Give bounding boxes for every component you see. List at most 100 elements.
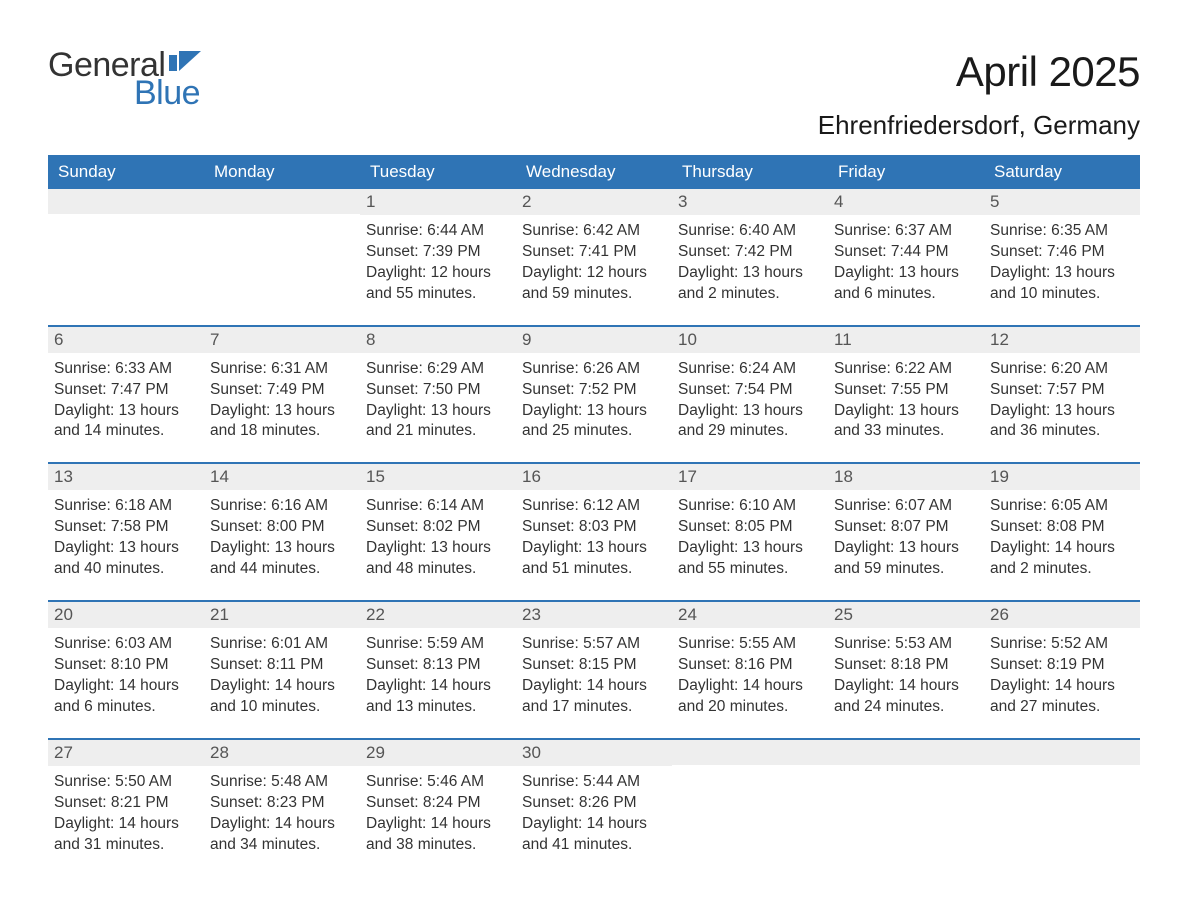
sunset-line: Sunset: 7:49 PM — [210, 380, 354, 401]
daylight-line: Daylight: 13 hours and 14 minutes. — [54, 401, 198, 443]
day-details: Sunrise: 6:22 AMSunset: 7:55 PMDaylight:… — [828, 353, 984, 443]
day-cell: 30Sunrise: 5:44 AMSunset: 8:26 PMDayligh… — [516, 740, 672, 876]
weekday-header: Tuesday — [360, 155, 516, 189]
sunrise-line: Sunrise: 5:48 AM — [210, 772, 354, 793]
daylight-line: Daylight: 13 hours and 33 minutes. — [834, 401, 978, 443]
daylight-line: Daylight: 14 hours and 17 minutes. — [522, 676, 666, 718]
day-number: 28 — [204, 740, 360, 766]
sunrise-line: Sunrise: 6:44 AM — [366, 221, 510, 242]
day-details: Sunrise: 5:52 AMSunset: 8:19 PMDaylight:… — [984, 628, 1140, 718]
sunset-line: Sunset: 7:52 PM — [522, 380, 666, 401]
day-cell: 27Sunrise: 5:50 AMSunset: 8:21 PMDayligh… — [48, 740, 204, 876]
day-number: 3 — [672, 189, 828, 215]
daylight-line: Daylight: 13 hours and 51 minutes. — [522, 538, 666, 580]
day-cell: 3Sunrise: 6:40 AMSunset: 7:42 PMDaylight… — [672, 189, 828, 325]
location: Ehrenfriedersdorf, Germany — [818, 110, 1140, 141]
day-cell: 15Sunrise: 6:14 AMSunset: 8:02 PMDayligh… — [360, 464, 516, 600]
sunrise-line: Sunrise: 6:05 AM — [990, 496, 1134, 517]
daylight-line: Daylight: 12 hours and 59 minutes. — [522, 263, 666, 305]
sunrise-line: Sunrise: 5:50 AM — [54, 772, 198, 793]
sunrise-line: Sunrise: 6:18 AM — [54, 496, 198, 517]
day-number: 22 — [360, 602, 516, 628]
daylight-line: Daylight: 13 hours and 21 minutes. — [366, 401, 510, 443]
daylight-line: Daylight: 14 hours and 34 minutes. — [210, 814, 354, 856]
day-cell — [984, 740, 1140, 876]
week-row: 20Sunrise: 6:03 AMSunset: 8:10 PMDayligh… — [48, 600, 1140, 738]
day-number: 17 — [672, 464, 828, 490]
day-details: Sunrise: 6:29 AMSunset: 7:50 PMDaylight:… — [360, 353, 516, 443]
day-details: Sunrise: 6:35 AMSunset: 7:46 PMDaylight:… — [984, 215, 1140, 305]
day-number: 7 — [204, 327, 360, 353]
day-details: Sunrise: 6:33 AMSunset: 7:47 PMDaylight:… — [48, 353, 204, 443]
day-cell: 23Sunrise: 5:57 AMSunset: 8:15 PMDayligh… — [516, 602, 672, 738]
daylight-line: Daylight: 13 hours and 10 minutes. — [990, 263, 1134, 305]
day-cell: 13Sunrise: 6:18 AMSunset: 7:58 PMDayligh… — [48, 464, 204, 600]
sunrise-line: Sunrise: 6:07 AM — [834, 496, 978, 517]
day-number: 8 — [360, 327, 516, 353]
day-cell: 7Sunrise: 6:31 AMSunset: 7:49 PMDaylight… — [204, 327, 360, 463]
sunset-line: Sunset: 8:13 PM — [366, 655, 510, 676]
sunrise-line: Sunrise: 5:52 AM — [990, 634, 1134, 655]
sunrise-line: Sunrise: 5:55 AM — [678, 634, 822, 655]
week-row: 1Sunrise: 6:44 AMSunset: 7:39 PMDaylight… — [48, 189, 1140, 325]
day-cell: 19Sunrise: 6:05 AMSunset: 8:08 PMDayligh… — [984, 464, 1140, 600]
day-details: Sunrise: 5:44 AMSunset: 8:26 PMDaylight:… — [516, 766, 672, 856]
day-cell: 10Sunrise: 6:24 AMSunset: 7:54 PMDayligh… — [672, 327, 828, 463]
sunset-line: Sunset: 8:00 PM — [210, 517, 354, 538]
weekday-header: Wednesday — [516, 155, 672, 189]
day-number — [672, 740, 828, 765]
title-block: April 2025 Ehrenfriedersdorf, Germany — [818, 48, 1140, 141]
day-number — [48, 189, 204, 214]
day-number: 11 — [828, 327, 984, 353]
day-number: 12 — [984, 327, 1140, 353]
day-details: Sunrise: 6:37 AMSunset: 7:44 PMDaylight:… — [828, 215, 984, 305]
sunrise-line: Sunrise: 6:12 AM — [522, 496, 666, 517]
sunrise-line: Sunrise: 6:37 AM — [834, 221, 978, 242]
sunset-line: Sunset: 7:55 PM — [834, 380, 978, 401]
sunrise-line: Sunrise: 5:46 AM — [366, 772, 510, 793]
sunset-line: Sunset: 8:26 PM — [522, 793, 666, 814]
day-cell: 21Sunrise: 6:01 AMSunset: 8:11 PMDayligh… — [204, 602, 360, 738]
sunrise-line: Sunrise: 6:35 AM — [990, 221, 1134, 242]
weekday-header: Friday — [828, 155, 984, 189]
sunset-line: Sunset: 8:07 PM — [834, 517, 978, 538]
day-number: 27 — [48, 740, 204, 766]
sunset-line: Sunset: 7:42 PM — [678, 242, 822, 263]
day-details: Sunrise: 6:24 AMSunset: 7:54 PMDaylight:… — [672, 353, 828, 443]
sunrise-line: Sunrise: 6:20 AM — [990, 359, 1134, 380]
sunset-line: Sunset: 8:11 PM — [210, 655, 354, 676]
day-number: 13 — [48, 464, 204, 490]
day-cell: 20Sunrise: 6:03 AMSunset: 8:10 PMDayligh… — [48, 602, 204, 738]
sunset-line: Sunset: 7:44 PM — [834, 242, 978, 263]
day-details: Sunrise: 6:20 AMSunset: 7:57 PMDaylight:… — [984, 353, 1140, 443]
day-details: Sunrise: 6:42 AMSunset: 7:41 PMDaylight:… — [516, 215, 672, 305]
day-number: 6 — [48, 327, 204, 353]
sunset-line: Sunset: 7:46 PM — [990, 242, 1134, 263]
sunrise-line: Sunrise: 6:24 AM — [678, 359, 822, 380]
daylight-line: Daylight: 13 hours and 29 minutes. — [678, 401, 822, 443]
day-cell: 12Sunrise: 6:20 AMSunset: 7:57 PMDayligh… — [984, 327, 1140, 463]
week-row: 13Sunrise: 6:18 AMSunset: 7:58 PMDayligh… — [48, 462, 1140, 600]
sunrise-line: Sunrise: 5:44 AM — [522, 772, 666, 793]
sunset-line: Sunset: 8:16 PM — [678, 655, 822, 676]
day-number: 30 — [516, 740, 672, 766]
day-details: Sunrise: 6:14 AMSunset: 8:02 PMDaylight:… — [360, 490, 516, 580]
sunset-line: Sunset: 8:19 PM — [990, 655, 1134, 676]
daylight-line: Daylight: 14 hours and 38 minutes. — [366, 814, 510, 856]
daylight-line: Daylight: 13 hours and 25 minutes. — [522, 401, 666, 443]
day-cell: 25Sunrise: 5:53 AMSunset: 8:18 PMDayligh… — [828, 602, 984, 738]
daylight-line: Daylight: 13 hours and 55 minutes. — [678, 538, 822, 580]
sunset-line: Sunset: 8:15 PM — [522, 655, 666, 676]
day-number: 5 — [984, 189, 1140, 215]
day-details: Sunrise: 5:55 AMSunset: 8:16 PMDaylight:… — [672, 628, 828, 718]
day-number: 9 — [516, 327, 672, 353]
day-number: 25 — [828, 602, 984, 628]
sunrise-line: Sunrise: 6:26 AM — [522, 359, 666, 380]
month-title: April 2025 — [818, 48, 1140, 96]
day-details: Sunrise: 6:03 AMSunset: 8:10 PMDaylight:… — [48, 628, 204, 718]
page-header: General Blue April 2025 Ehrenfriedersdor… — [48, 48, 1140, 141]
daylight-line: Daylight: 14 hours and 10 minutes. — [210, 676, 354, 718]
day-cell — [828, 740, 984, 876]
daylight-line: Daylight: 13 hours and 48 minutes. — [366, 538, 510, 580]
sunset-line: Sunset: 8:05 PM — [678, 517, 822, 538]
